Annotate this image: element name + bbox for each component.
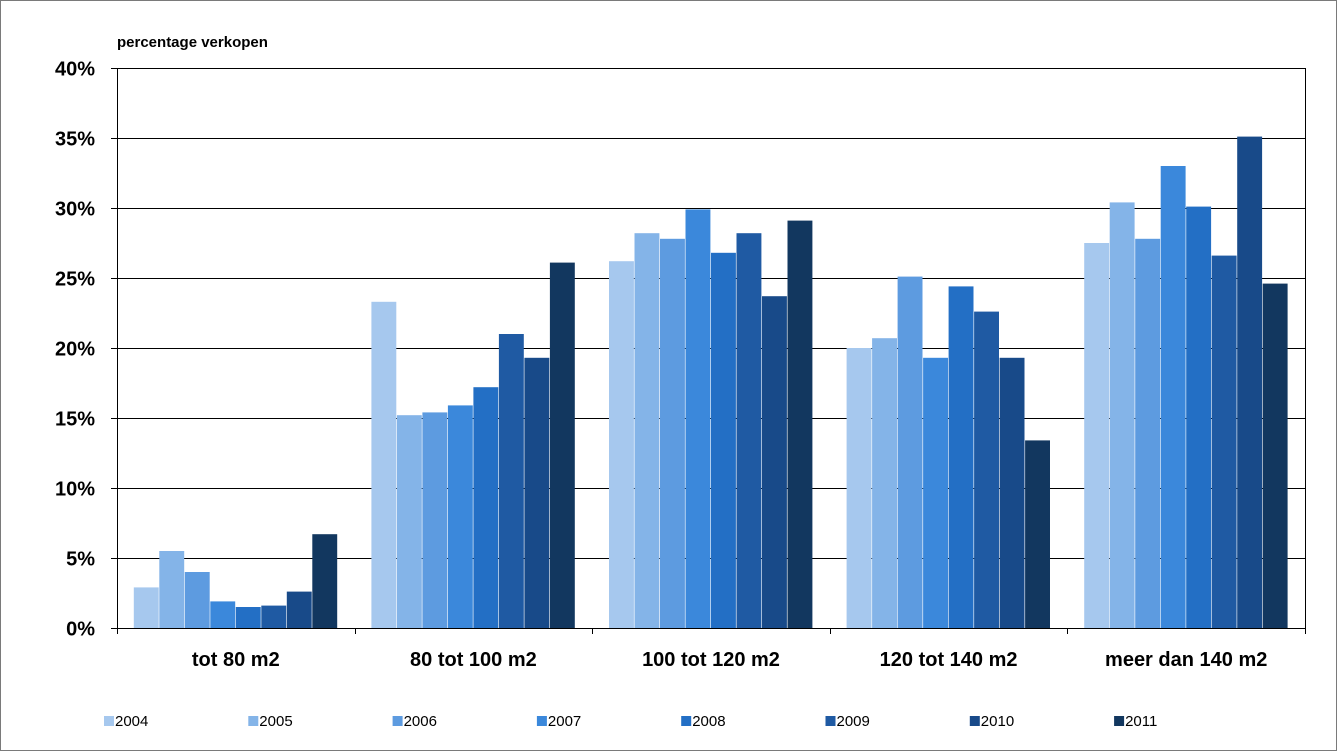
legend-swatch [1114, 716, 1125, 726]
bar [1237, 136, 1263, 628]
y-tick-label: 10% [55, 479, 95, 501]
bar [210, 601, 236, 628]
y-tick-label: 25% [55, 269, 95, 291]
bar [923, 357, 948, 628]
bar [609, 261, 634, 628]
bar [261, 605, 287, 628]
bar [711, 252, 736, 629]
bar [1160, 166, 1186, 628]
bar [184, 572, 210, 628]
legend-item: 2011 [1114, 713, 1157, 730]
legend-item: 2004 [104, 713, 148, 730]
bar [498, 334, 524, 628]
bar [422, 412, 448, 628]
legend: 2004 2005 2006 2007 2008 2009 2010 2011 [104, 713, 1157, 730]
bar [473, 387, 499, 628]
bar [634, 233, 660, 628]
bar [872, 338, 897, 628]
bar [660, 238, 685, 629]
legend-swatch [248, 716, 259, 726]
bar [1186, 206, 1212, 628]
bar [1211, 255, 1237, 628]
legend-item: 2006 [392, 713, 437, 730]
y-tick-labels: 0% 5% 10% 15% 20% 25% 30% 35% 40% [55, 59, 95, 641]
bar [787, 220, 813, 628]
y-axis-label: percentage verkopen [117, 34, 268, 51]
legend-item: 2008 [681, 713, 726, 730]
x-tick-label: 120 tot 140 m2 [880, 649, 1018, 671]
axes [111, 68, 1306, 634]
bar [396, 415, 422, 628]
legend-label: 2010 [981, 713, 1014, 730]
y-tick-label: 20% [55, 339, 95, 361]
bar [524, 357, 550, 628]
legend-label: 2009 [837, 713, 870, 730]
bar [1109, 202, 1135, 628]
bar [235, 607, 261, 628]
x-tick-label: 80 tot 100 m2 [410, 649, 537, 671]
x-tick-label: meer dan 140 m2 [1105, 649, 1267, 671]
legend-label: 2007 [548, 713, 581, 730]
bar [999, 357, 1025, 628]
legend-item: 2009 [825, 713, 870, 730]
bars [133, 136, 1288, 629]
legend-swatch [536, 716, 547, 726]
legend-swatch [681, 716, 692, 726]
bar [1084, 243, 1110, 628]
bar [286, 591, 312, 628]
bar [371, 301, 397, 628]
bar [1025, 440, 1050, 628]
bar [159, 551, 185, 628]
legend-item: 2007 [536, 713, 581, 730]
bar [948, 286, 974, 628]
bar [549, 262, 575, 628]
y-tick-label: 0% [66, 619, 95, 641]
bar [897, 276, 923, 628]
y-tick-label: 35% [55, 129, 95, 151]
legend-swatch [969, 716, 980, 726]
legend-label: 2004 [115, 713, 148, 730]
legend-swatch [104, 716, 114, 726]
bar [447, 405, 473, 628]
bar [736, 233, 762, 628]
x-tick-labels: tot 80 m2 80 tot 100 m2 100 tot 120 m2 120 … [192, 649, 1267, 671]
bar [1262, 283, 1288, 628]
bar [685, 209, 711, 628]
bar [133, 587, 159, 628]
legend-item: 2010 [969, 713, 1014, 730]
legend-swatch [392, 716, 403, 726]
x-tick-label: tot 80 m2 [192, 649, 280, 671]
bar [762, 296, 787, 628]
bar [846, 348, 872, 628]
bar [312, 534, 338, 628]
y-tick-label: 40% [55, 59, 95, 81]
legend-item: 2005 [248, 713, 293, 730]
bar [974, 311, 999, 628]
legend-label: 2011 [1125, 713, 1157, 730]
y-tick-label: 5% [66, 549, 95, 571]
legend-label: 2006 [404, 713, 437, 730]
legend-label: 2005 [259, 713, 292, 730]
legend-swatch [825, 716, 836, 726]
legend-label: 2008 [692, 713, 725, 730]
y-tick-label: 30% [55, 199, 95, 221]
y-tick-label: 15% [55, 409, 95, 431]
x-tick-label: 100 tot 120 m2 [642, 649, 780, 671]
bar [1135, 238, 1161, 629]
